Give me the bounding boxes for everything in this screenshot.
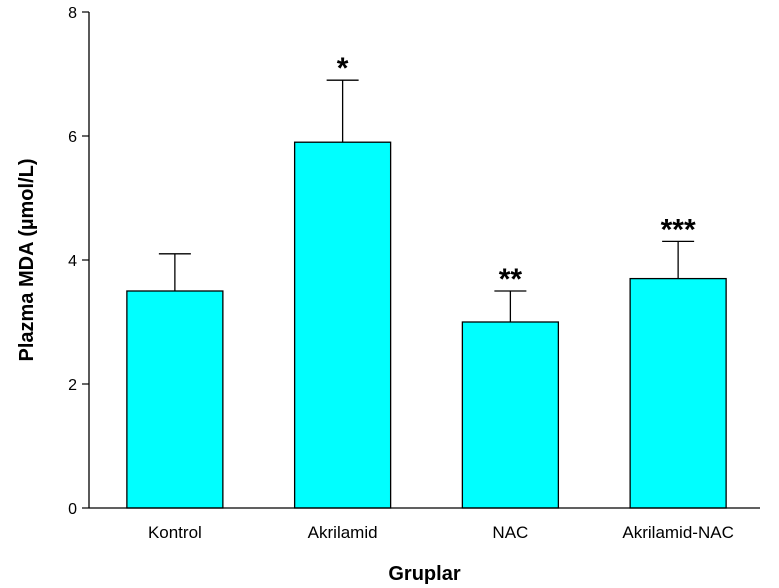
y-axis-ticks: 0 2 4 6 8	[68, 5, 89, 518]
y-tick-label: 2	[68, 377, 77, 394]
significance-marker: ***	[661, 213, 696, 246]
bar	[126, 290, 224, 509]
error-bars	[158, 79, 695, 322]
x-axis-category-labels: Kontrol Akrilamid NAC Akrilamid-NAC	[148, 523, 734, 542]
bars	[126, 141, 727, 509]
x-category-label: Akrilamid-NAC	[622, 523, 733, 542]
x-category-label: NAC	[492, 523, 528, 542]
significance-marker: **	[499, 263, 523, 296]
bar	[293, 141, 392, 509]
significance-marker: *	[337, 52, 349, 85]
bar	[461, 321, 560, 509]
x-category-label: Akrilamid	[308, 523, 378, 542]
significance-annotations: ******	[337, 52, 696, 296]
y-tick-label: 0	[68, 501, 77, 518]
x-axis-title: Gruplar	[388, 563, 460, 585]
x-category-label: Kontrol	[148, 523, 202, 542]
y-tick-label: 6	[68, 129, 77, 146]
y-axis-title: Plazma MDA (µmol/L)	[16, 158, 38, 361]
y-tick-label: 4	[68, 253, 77, 270]
y-tick-label: 8	[68, 5, 77, 22]
bar	[629, 277, 727, 509]
